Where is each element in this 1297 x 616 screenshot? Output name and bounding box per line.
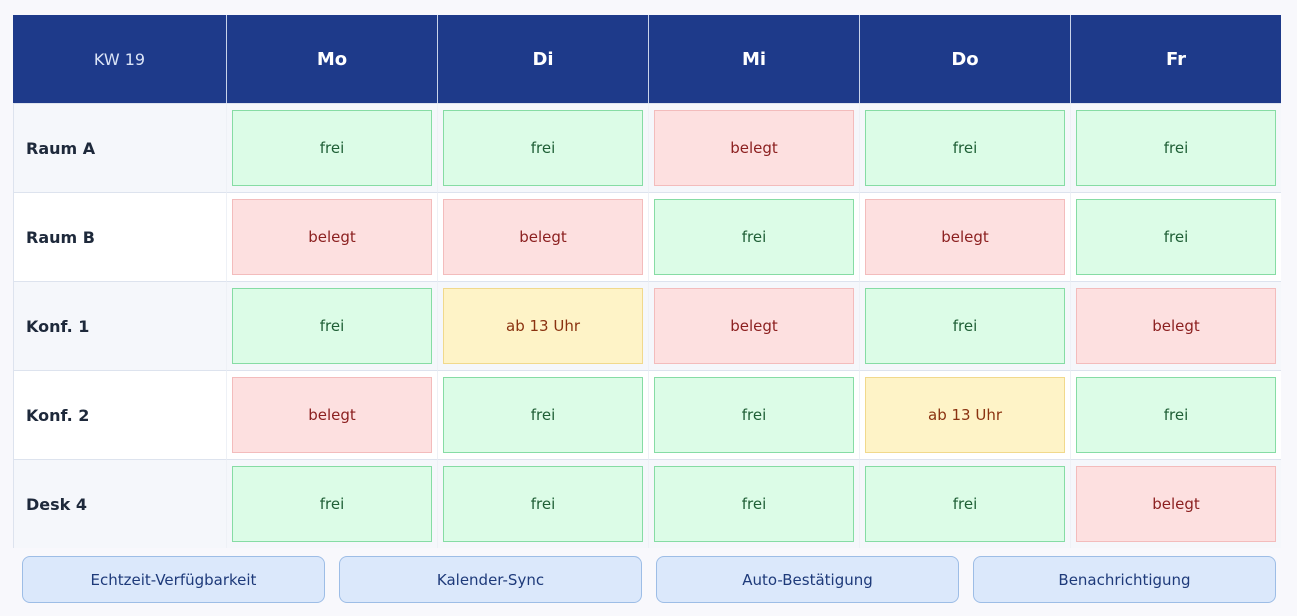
slot-cell: belegt xyxy=(226,370,437,459)
day-header: Do xyxy=(859,15,1070,103)
slot-status[interactable]: frei xyxy=(865,288,1065,364)
feature-button[interactable]: Kalender-Sync xyxy=(339,556,642,603)
slot-cell: frei xyxy=(226,103,437,192)
slot-status[interactable]: frei xyxy=(1076,377,1276,453)
slot-status[interactable]: belegt xyxy=(1076,288,1276,364)
feature-button[interactable]: Auto-Bestätigung xyxy=(656,556,959,603)
slot-cell: frei xyxy=(226,459,437,548)
slot-cell: frei xyxy=(437,459,648,548)
slot-status[interactable]: frei xyxy=(865,110,1065,186)
slot-cell: frei xyxy=(226,281,437,370)
slot-status[interactable]: frei xyxy=(232,466,432,542)
day-header: Fr xyxy=(1070,15,1281,103)
slot-status[interactable]: belegt xyxy=(232,377,432,453)
room-label: Raum B xyxy=(13,192,226,281)
slot-status[interactable]: frei xyxy=(654,377,854,453)
slot-cell: belegt xyxy=(648,281,859,370)
slot-cell: frei xyxy=(859,459,1070,548)
room-label: Konf. 2 xyxy=(13,370,226,459)
slot-cell: frei xyxy=(1070,103,1281,192)
room-label: Raum A xyxy=(13,103,226,192)
feature-button[interactable]: Benachrichtigung xyxy=(973,556,1276,603)
slot-cell: frei xyxy=(437,103,648,192)
slot-cell: frei xyxy=(1070,370,1281,459)
slot-status[interactable]: frei xyxy=(1076,110,1276,186)
week-label: KW 19 xyxy=(13,15,226,103)
room-label: Konf. 1 xyxy=(13,281,226,370)
feature-button[interactable]: Echtzeit-Verfügbarkeit xyxy=(22,556,325,603)
day-header: Mi xyxy=(648,15,859,103)
slot-cell: belegt xyxy=(859,192,1070,281)
slot-cell: frei xyxy=(859,103,1070,192)
slot-cell: frei xyxy=(648,370,859,459)
slot-status[interactable]: belegt xyxy=(232,199,432,275)
slot-status[interactable]: frei xyxy=(1076,199,1276,275)
slot-status[interactable]: belegt xyxy=(1076,466,1276,542)
slot-cell: frei xyxy=(1070,192,1281,281)
slot-status[interactable]: ab 13 Uhr xyxy=(443,288,643,364)
slot-cell: frei xyxy=(437,370,648,459)
slot-cell: frei xyxy=(648,192,859,281)
slot-cell: ab 13 Uhr xyxy=(859,370,1070,459)
slot-status[interactable]: belegt xyxy=(443,199,643,275)
slot-cell: belegt xyxy=(1070,459,1281,548)
day-header: Mo xyxy=(226,15,437,103)
slot-status[interactable]: frei xyxy=(865,466,1065,542)
slot-cell: belegt xyxy=(226,192,437,281)
slot-status[interactable]: belegt xyxy=(654,110,854,186)
slot-cell: belegt xyxy=(1070,281,1281,370)
slot-cell: frei xyxy=(859,281,1070,370)
slot-status[interactable]: belegt xyxy=(865,199,1065,275)
slot-status[interactable]: frei xyxy=(232,110,432,186)
room-label: Desk 4 xyxy=(13,459,226,548)
feature-bar: Echtzeit-Verfügbarkeit Kalender-Sync Auto-… xyxy=(22,556,1276,603)
slot-cell: frei xyxy=(648,459,859,548)
slot-cell: belegt xyxy=(437,192,648,281)
slot-status[interactable]: frei xyxy=(443,110,643,186)
slot-status[interactable]: frei xyxy=(443,466,643,542)
slot-status[interactable]: frei xyxy=(654,199,854,275)
day-header: Di xyxy=(437,15,648,103)
slot-status[interactable]: belegt xyxy=(654,288,854,364)
slot-cell: belegt xyxy=(648,103,859,192)
slot-status[interactable]: frei xyxy=(232,288,432,364)
slot-status[interactable]: frei xyxy=(654,466,854,542)
slot-status[interactable]: ab 13 Uhr xyxy=(865,377,1065,453)
slot-status[interactable]: frei xyxy=(443,377,643,453)
slot-cell: ab 13 Uhr xyxy=(437,281,648,370)
